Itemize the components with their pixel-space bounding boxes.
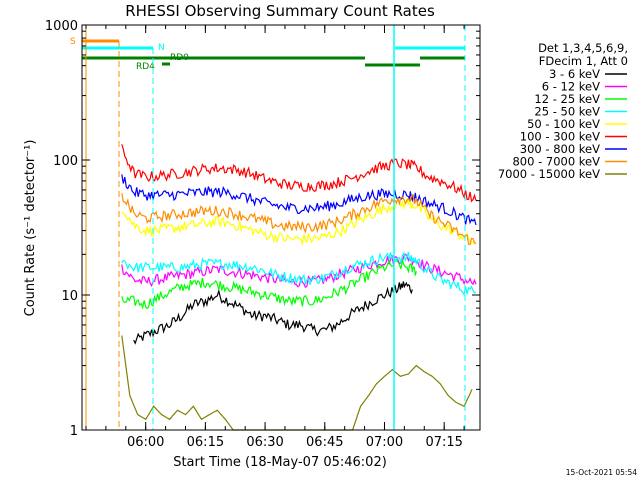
legend-label: 3 - 6 keV xyxy=(549,67,600,81)
series-line-5 xyxy=(121,144,477,203)
chart-title: RHESSI Observing Summary Count Rates xyxy=(125,2,435,20)
legend-label: 7000 - 15000 keV xyxy=(498,167,600,181)
legend-label: 100 - 300 keV xyxy=(520,130,600,144)
legend-label: 12 - 25 keV xyxy=(534,92,600,106)
annotation-n: N xyxy=(158,43,165,53)
legend: Det 1,3,4,5,6,9,FDecim 1, Att 03 - 6 keV… xyxy=(498,41,628,181)
annotation-s: S xyxy=(70,37,76,47)
x-tick-label: 07:00 xyxy=(366,435,403,450)
series-line-7 xyxy=(121,193,477,246)
series-line-6 xyxy=(121,174,477,226)
series-line-3 xyxy=(121,251,477,296)
x-tick-label: 06:45 xyxy=(306,435,343,450)
legend-header: Det 1,3,4,5,6,9, xyxy=(538,41,628,55)
legend-label: 800 - 7000 keV xyxy=(512,155,600,169)
annotation-rd4: RD4 xyxy=(136,62,155,72)
legend-label: 25 - 50 keV xyxy=(534,105,600,119)
timestamp: 15-Oct-2021 05:54 xyxy=(566,468,637,477)
y-tick-label: 10 xyxy=(61,289,78,304)
legend-label: 50 - 100 keV xyxy=(527,117,600,131)
y-tick-label: 100 xyxy=(53,154,78,169)
plot-area: SNRD0RD4 xyxy=(70,25,477,431)
y-tick-label: 1000 xyxy=(45,19,78,34)
x-axis-label: Start Time (18-May-07 05:46:02) xyxy=(173,455,387,470)
plot-frame xyxy=(81,24,481,431)
x-tick-label: 06:15 xyxy=(187,435,224,450)
axes: 06:00 06:15 06:30 06:45 07:00 07:15 1 10 100 1000 xyxy=(45,19,481,450)
legend-header: FDecim 1, Att 0 xyxy=(539,54,628,68)
series-line-0 xyxy=(133,281,413,345)
x-tick-label: 07:15 xyxy=(425,435,462,450)
x-tick-label: 06:00 xyxy=(127,435,164,450)
series-line-2 xyxy=(121,258,417,310)
y-axis-label: Count Rate (s⁻¹ detector⁻¹) xyxy=(23,140,38,317)
series-line-4 xyxy=(121,197,477,246)
x-tick-label: 06:30 xyxy=(246,435,283,450)
legend-label: 300 - 800 keV xyxy=(520,142,600,156)
legend-label: 6 - 12 keV xyxy=(542,80,600,94)
series-line-8 xyxy=(121,335,473,431)
y-tick-label: 1 xyxy=(70,424,78,439)
